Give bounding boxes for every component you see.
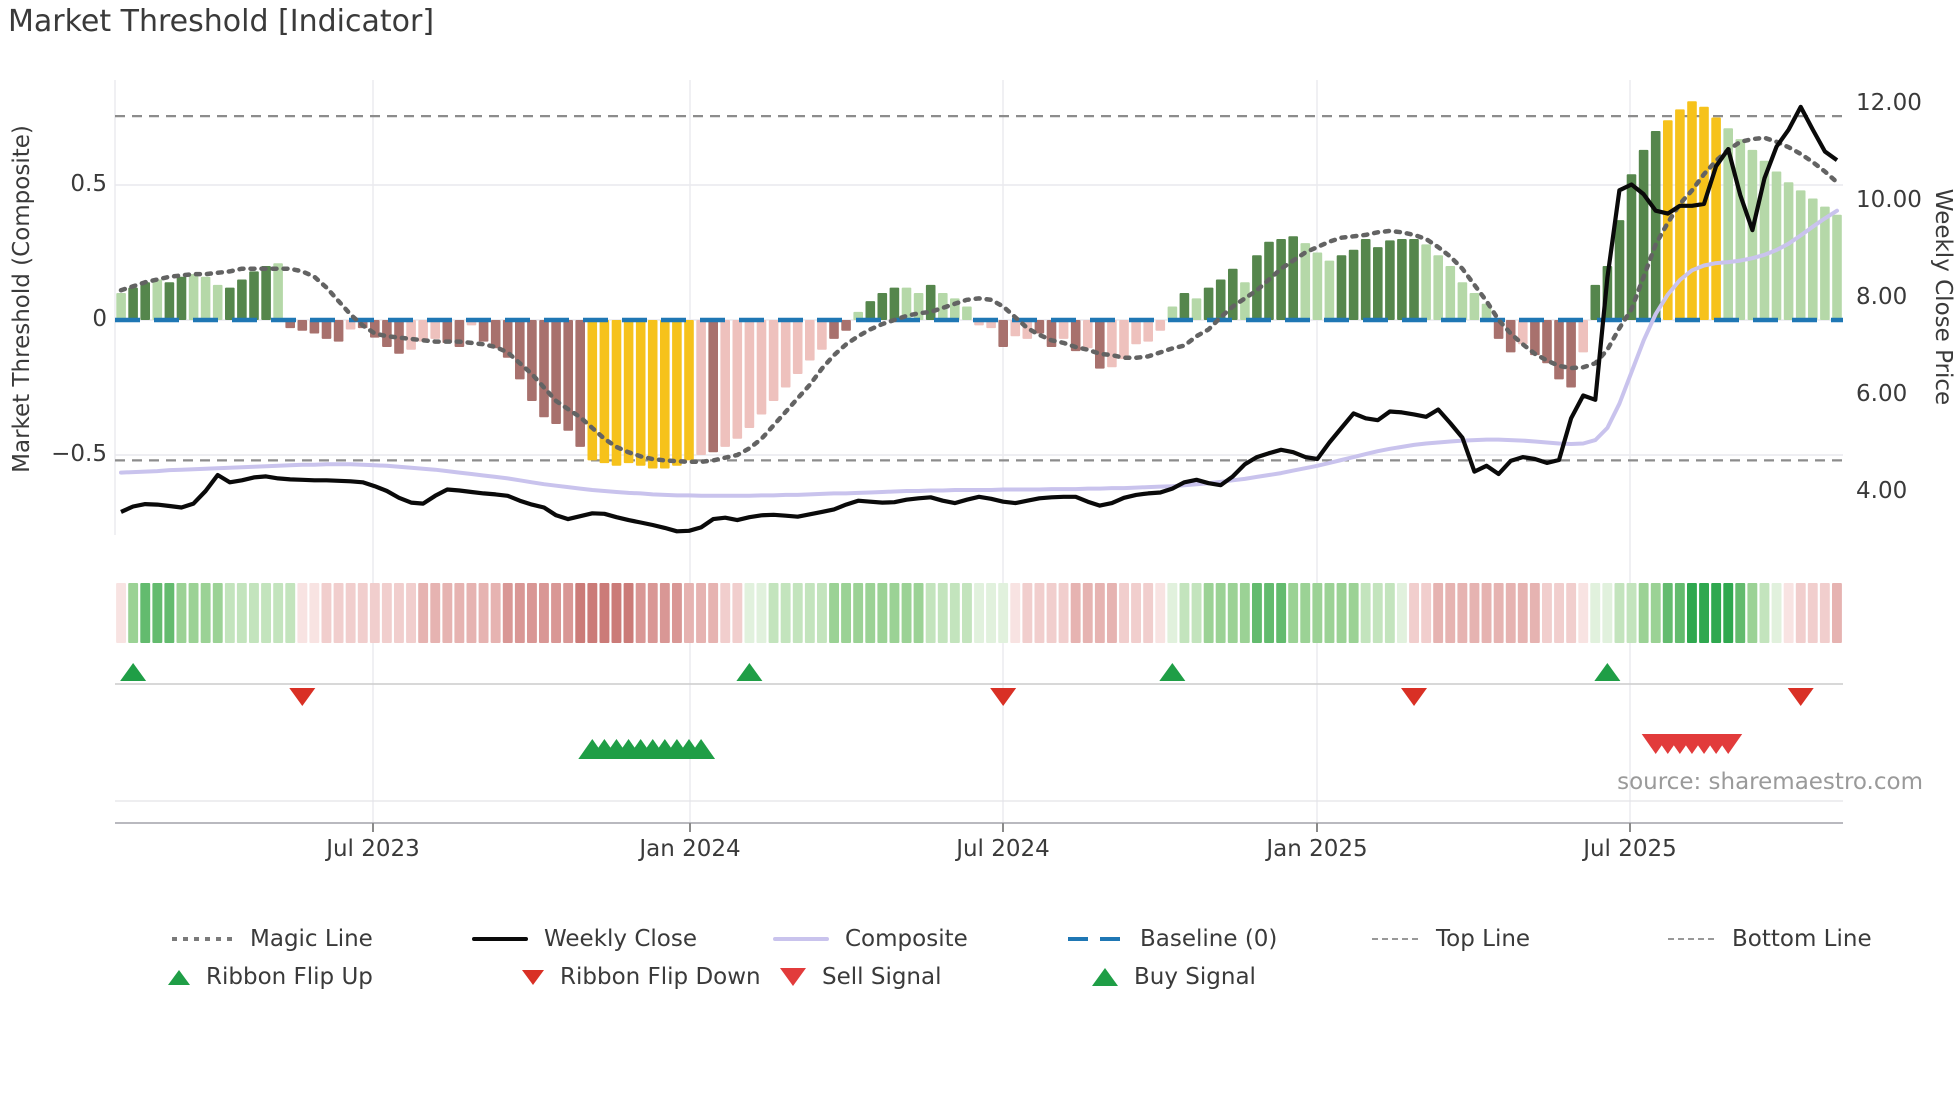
magic-line [118, 135, 1840, 465]
legend-item-ribbon-flip-up: Ribbon Flip Up [168, 962, 373, 992]
x-tick-jan-2025: Jan 2025 [1266, 836, 1368, 862]
legend-label: Sell Signal [822, 964, 942, 990]
right-tick-8: 8.00 [1856, 284, 1908, 310]
left-tick-0.5: 0.5 [70, 171, 107, 197]
legend-label: Ribbon Flip Down [560, 964, 761, 990]
weekly-close-line [120, 104, 1839, 534]
legend-label: Baseline (0) [1140, 926, 1278, 952]
legend-item-composite: Composite [773, 924, 968, 954]
legend-item-weekly-close: Weekly Close [472, 924, 697, 954]
legend-item-bottom-line: Bottom Line [1668, 924, 1872, 954]
source-credit: source: sharemaestro.com [1617, 769, 1923, 795]
top-line-swatch-icon [1372, 937, 1420, 941]
gridlines [114, 80, 1843, 822]
x-tick-jul-2024: Jul 2024 [956, 836, 1050, 862]
legend-item-buy-signal: Buy Signal [1092, 962, 1256, 992]
legend-label: Magic Line [250, 926, 373, 952]
legend-item-top-line: Top Line [1372, 924, 1530, 954]
legend-item-magic-line: Magic Line [172, 924, 373, 954]
sell-signal-triangle-icon [780, 968, 806, 986]
legend-label: Buy Signal [1134, 964, 1256, 990]
x-tick-jul-2023: Jul 2023 [326, 836, 420, 862]
flip-down-triangle-icon [522, 969, 544, 985]
sell-signal-markers [1641, 734, 1743, 754]
legend-label: Ribbon Flip Up [206, 964, 373, 990]
x-tick-jan-2024: Jan 2024 [639, 836, 741, 862]
flip-up-triangle-icon [168, 969, 190, 985]
composite-swatch-icon [773, 937, 829, 941]
right-tick-4: 4.00 [1856, 478, 1908, 504]
ribbon-flip-down-markers [289, 688, 1814, 706]
threshold-lines [115, 115, 1843, 462]
right-tick-6: 6.00 [1856, 381, 1908, 407]
threshold-bars [116, 101, 1842, 469]
left-tick-0: 0 [92, 306, 107, 332]
legend-label: Composite [845, 926, 968, 952]
ribbon-flip-up-markers [120, 663, 1621, 681]
left-tick-neg0.5: −0.5 [51, 441, 107, 467]
chart-title: Market Threshold [Indicator] [8, 4, 435, 39]
legend-label: Top Line [1436, 926, 1531, 952]
baseline-swatch-icon [1068, 937, 1124, 941]
legend-label: Bottom Line [1732, 926, 1872, 952]
magic-line-swatch-icon [172, 937, 234, 941]
left-axis-label: Market Threshold (Composite) [9, 125, 35, 473]
x-axis [115, 800, 1843, 832]
x-tick-jul-2025: Jul 2025 [1583, 836, 1677, 862]
legend-item-baseline: Baseline (0) [1068, 924, 1277, 954]
legend-item-sell-signal: Sell Signal [780, 962, 942, 992]
right-tick-12: 12.00 [1856, 90, 1922, 116]
buy-signal-markers [578, 739, 716, 759]
buy-signal-triangle-icon [1092, 968, 1118, 986]
legend-label: Weekly Close [544, 926, 697, 952]
bottom-line-swatch-icon [1668, 937, 1716, 941]
right-tick-10: 10.00 [1856, 187, 1922, 213]
composite-line [119, 208, 1839, 498]
legend-item-ribbon-flip-down: Ribbon Flip Down [522, 962, 761, 992]
weekly-close-swatch-icon [472, 937, 528, 941]
ribbon-strip [116, 583, 1842, 643]
